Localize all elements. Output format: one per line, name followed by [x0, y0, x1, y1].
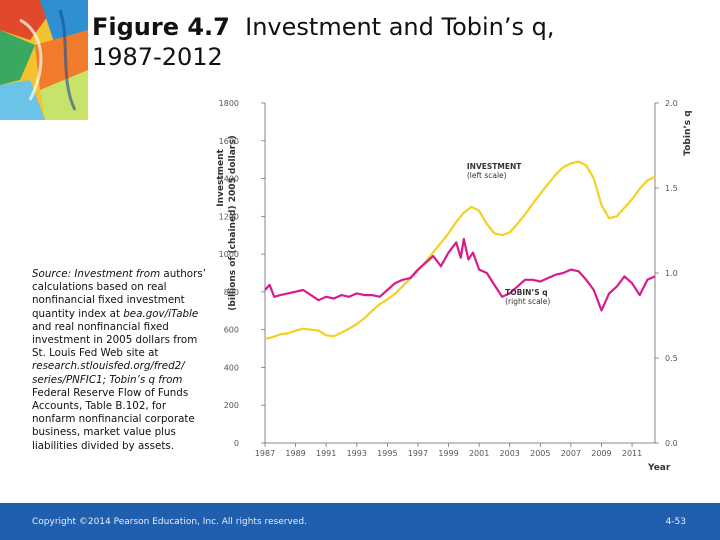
x-tick-label: 1991 [316, 449, 336, 458]
left-tick-label: 1000 [219, 250, 239, 259]
title-text: Investment and Tobin’s q, [245, 13, 555, 41]
source-part: bea.gov/iTable [123, 307, 199, 320]
x-tick-label: 2009 [591, 449, 611, 458]
title-figure-number: Figure 4.7 [92, 13, 230, 41]
right-axis-title-text: Tobin’s q [683, 110, 693, 155]
right-tick-label: 0.5 [665, 354, 678, 363]
tobins-q-line [264, 237, 656, 312]
investment-line [264, 160, 656, 341]
left-tick-label: 1600 [219, 137, 239, 146]
slide-title: Figure 4.7 Investment and Tobin’s q, 198… [92, 12, 712, 72]
source-part: Federal Reserve Flow of Funds Accounts, … [32, 386, 195, 452]
left-tick-label: 1800 [219, 99, 239, 108]
source-part: research.stlouisfed.org/fred2/ series/PN… [32, 360, 185, 386]
x-tick-label: 1987 [255, 449, 275, 458]
x-tick-label: 1995 [377, 449, 397, 458]
left-tick-label: 1400 [219, 175, 239, 184]
decorative-corner-art [0, 0, 88, 120]
investment-scale-label: (left scale) [467, 171, 507, 180]
right-axis-title: Tobin’s q [683, 110, 693, 155]
footer-bar: Copyright ©2014 Pearson Education, Inc. … [0, 503, 720, 540]
x-tick-label: 1993 [347, 449, 367, 458]
investment-tobins-q-chart: Investment (billions of (chained) 2005 do… [216, 99, 693, 473]
series-lines [264, 160, 656, 341]
x-tick-label: 2001 [469, 449, 489, 458]
left-tick-label: 200 [224, 401, 239, 410]
source-part: and real nonfinancial fixed investment i… [32, 320, 198, 360]
right-tick-label: 0.0 [665, 439, 678, 448]
source-note: Source: Investment from authors’ calcula… [32, 268, 210, 453]
left-axis-title: Investment (billions of (chained) 2005 do… [216, 135, 238, 310]
x-tick-label: 1997 [408, 449, 428, 458]
left-tick-label: 0 [234, 439, 239, 448]
x-tick-label: 2005 [530, 449, 550, 458]
tobins-q-label: TOBIN’S q [505, 288, 548, 297]
left-tick-label: 800 [224, 288, 239, 297]
page-number: 4-53 [665, 517, 686, 527]
chart-axes [261, 102, 659, 447]
tick-labels: 0 200 400 600 800 1000 1200 1400 1600 1800 0.0 0.5 1… [219, 99, 678, 473]
right-tick-label: 1.0 [665, 269, 678, 278]
left-axis-title-line1: Investment [216, 149, 226, 207]
left-tick-label: 400 [224, 363, 239, 372]
investment-label: INVESTMENT [467, 162, 522, 171]
left-axis-title-line2: (billions of (chained) 2005 dollars) [228, 135, 238, 310]
tobins-q-scale-label: (right scale) [505, 297, 550, 306]
left-tick-label: 1200 [219, 212, 239, 221]
x-axis-title: Year [647, 463, 671, 473]
copyright-text: Copyright ©2014 Pearson Education, Inc. … [32, 517, 307, 527]
x-tick-label: 2003 [500, 449, 520, 458]
right-tick-label: 1.5 [665, 184, 678, 193]
x-tick-label: 1999 [438, 449, 458, 458]
x-tick-label: 2011 [622, 449, 642, 458]
series-annotations: INVESTMENT(left scale) TOBIN’S q(right sc… [467, 162, 550, 306]
right-tick-label: 2.0 [665, 99, 678, 108]
source-part: Source: Investment from [32, 268, 161, 280]
title-years: 1987-2012 [92, 43, 223, 71]
x-tick-label: 2007 [561, 449, 581, 458]
left-tick-label: 600 [224, 326, 239, 335]
x-tick-label: 1989 [285, 449, 305, 458]
source-part: authors’ calculations based on real nonf… [32, 268, 206, 320]
